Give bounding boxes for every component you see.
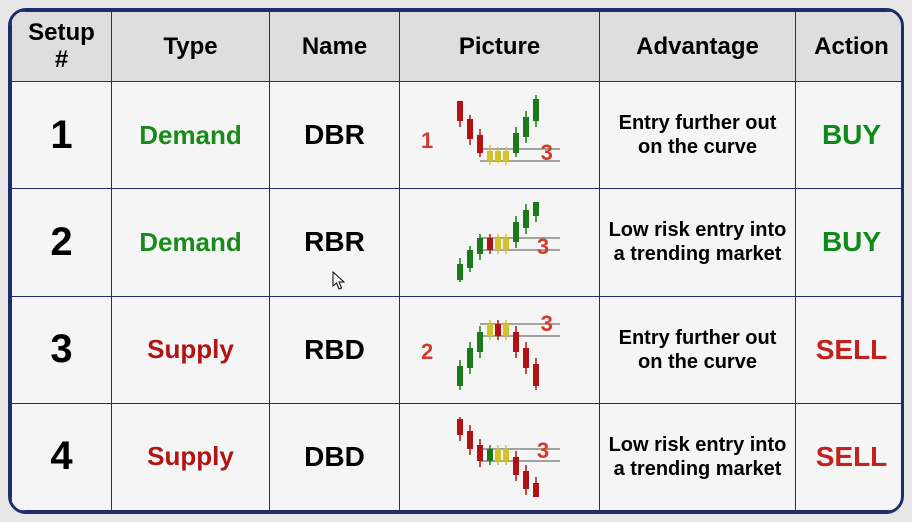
picture-annotation: 3: [541, 311, 553, 337]
advantage-cell: Low risk entry into a trending market: [600, 189, 796, 296]
advantage-cell: Entry further out on the curve: [600, 82, 796, 189]
picture-annotation: 2: [421, 339, 433, 365]
setup-number: 4: [12, 403, 112, 510]
header-type: Type: [112, 12, 270, 82]
advantage-cell: Entry further out on the curve: [600, 296, 796, 403]
type-cell: Supply: [112, 296, 270, 403]
table-row: 1DemandDBR13Entry further out on the cur…: [12, 82, 905, 189]
setup-number: 1: [12, 82, 112, 189]
table-row: 2DemandRBR 3 Low risk entry into a trendin…: [12, 189, 905, 296]
type-cell: Demand: [112, 82, 270, 189]
advantage-cell: Low risk entry into a trending market: [600, 403, 796, 510]
name-cell: DBR: [270, 82, 400, 189]
header-advantage: Advantage: [600, 12, 796, 82]
picture-cell: 3: [400, 189, 600, 296]
action-cell: SELL: [796, 296, 905, 403]
action-cell: BUY: [796, 82, 905, 189]
header-name: Name: [270, 12, 400, 82]
header-action: Action: [796, 12, 905, 82]
header-setup-l2: #: [55, 46, 68, 73]
name-cell: RBR: [270, 189, 400, 296]
header-picture: Picture: [400, 12, 600, 82]
action-cell: BUY: [796, 189, 905, 296]
type-cell: Demand: [112, 189, 270, 296]
header-setup: Setup #: [12, 12, 112, 82]
table-row: 3SupplyRBD23Entry further out on the cur…: [12, 296, 905, 403]
table-row: 4SupplyDBD 3 Low risk entry into a trendin…: [12, 403, 905, 510]
trading-setups-table: Setup # Type Name Picture Advantage Acti…: [11, 11, 904, 511]
name-cell: RBD: [270, 296, 400, 403]
type-cell: Supply: [112, 403, 270, 510]
picture-annotation: 1: [421, 128, 433, 154]
picture-annotation: 3: [537, 438, 549, 464]
setup-number: 3: [12, 296, 112, 403]
name-cell: DBD: [270, 403, 400, 510]
picture-cell: 3: [400, 403, 600, 510]
picture-cell: 23: [400, 296, 600, 403]
header-row: Setup # Type Name Picture Advantage Acti…: [12, 12, 905, 82]
trading-setups-table-frame: Setup # Type Name Picture Advantage Acti…: [8, 8, 904, 514]
picture-cell: 13: [400, 82, 600, 189]
setup-number: 2: [12, 189, 112, 296]
picture-annotation: 3: [541, 140, 553, 166]
picture-annotation: 3: [537, 234, 549, 260]
cursor-icon: [332, 266, 348, 286]
header-setup-l1: Setup: [28, 19, 95, 46]
action-cell: SELL: [796, 403, 905, 510]
